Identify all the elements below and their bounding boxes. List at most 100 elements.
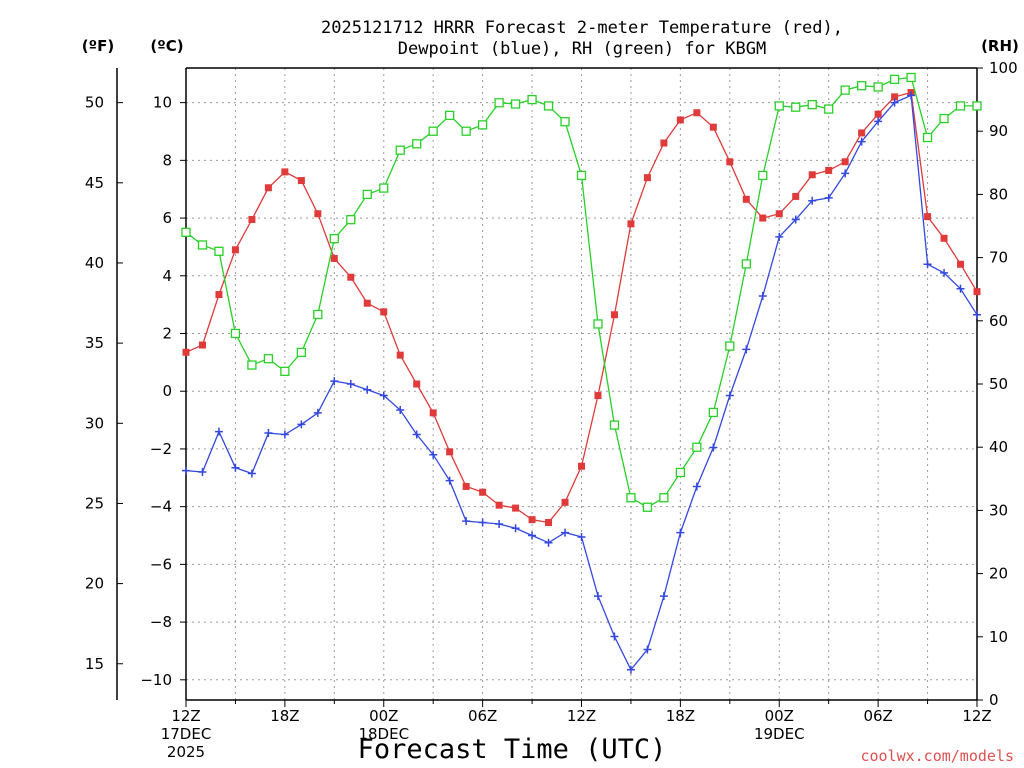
dewpoint-point: [478, 518, 487, 527]
temperature-point: [297, 177, 305, 185]
time-tick-label: 12Z: [962, 707, 991, 725]
fahrenheit-tick-label: 35: [85, 334, 104, 352]
dewpoint-point: [709, 443, 718, 452]
rh-point: [626, 493, 636, 503]
dewpoint-point: [330, 377, 339, 386]
dewpoint-point: [626, 665, 635, 674]
rh-point: [708, 407, 718, 418]
dewpoint-point: [808, 196, 817, 205]
fahrenheit-tick-label: 45: [85, 174, 104, 192]
temperature-point: [660, 139, 668, 147]
dewpoint-point: [610, 632, 619, 641]
temperature-point: [495, 501, 503, 509]
temperature-point: [248, 216, 256, 224]
temperature-point: [446, 448, 454, 456]
fahrenheit-tick-label: 40: [85, 254, 104, 272]
temperature-point: [561, 498, 569, 506]
dewpoint-point: [544, 538, 553, 547]
rh-point: [230, 328, 241, 339]
celsius-axis-ticks: −10 −8 −6 −4 −2 0 2 4 6 8 10: [140, 94, 186, 689]
rh-point: [955, 101, 966, 111]
rh-point: [428, 126, 438, 136]
rh-point: [791, 102, 801, 112]
rh-point: [939, 113, 949, 124]
temperature-point: [396, 351, 404, 359]
celsius-tick-label: −6: [150, 555, 172, 573]
dewpoint-point: [247, 469, 256, 478]
rh-point: [280, 366, 290, 377]
temperature-point: [792, 192, 800, 200]
temperature-point: [231, 246, 239, 254]
rh-tick-label: 40: [989, 438, 1008, 456]
dewpoint-point: [231, 463, 240, 472]
dewpoint-point: [495, 519, 504, 528]
rh-point: [824, 104, 834, 114]
temperature-point: [429, 409, 437, 417]
temperature-point: [643, 174, 651, 182]
temperature-point: [215, 291, 223, 299]
celsius-tick-label: 2: [162, 324, 172, 342]
temperature-point: [957, 260, 965, 268]
rh-point: [247, 360, 257, 370]
temperature-point: [709, 123, 717, 131]
rh-point: [741, 259, 751, 269]
rh-point: [346, 215, 356, 225]
time-tick-label: 18Z: [666, 707, 695, 725]
temperature-point: [742, 195, 750, 203]
rh-point: [675, 467, 686, 478]
dewpoint-point: [561, 528, 570, 537]
time-tick-label: 06Z: [468, 707, 497, 725]
dewpoint-point: [791, 215, 800, 224]
temperature-point: [775, 210, 783, 218]
dewpoint-point: [264, 429, 273, 438]
temperature-point: [693, 109, 701, 117]
dewpoint-point: [593, 592, 602, 601]
rh-tick-label: 60: [989, 312, 1008, 330]
rh-point: [972, 101, 982, 111]
grid-lines: [186, 68, 977, 700]
rh-point: [510, 99, 521, 109]
rh-point: [692, 442, 702, 452]
chart-title-line-2: Dewpoint (blue), RH (green) for KBGM: [398, 39, 766, 59]
temperature-point: [808, 171, 816, 179]
dewpoint-point: [874, 117, 883, 126]
rh-axis-ticks: 0 10 20 30 40 50 60 70 80 90 100: [977, 59, 1018, 709]
celsius-tick-label: −10: [140, 671, 172, 689]
time-tick-label: 19DEC: [754, 725, 805, 743]
series-rh: [181, 72, 982, 512]
temperature-point: [545, 519, 553, 527]
series-dewpoint: [182, 91, 981, 674]
rh-point: [362, 189, 372, 200]
temperature-point: [528, 516, 536, 524]
dewpoint-point: [445, 476, 454, 485]
temperature-point: [676, 116, 684, 124]
dewpoint-point: [214, 427, 223, 436]
rh-point: [922, 132, 933, 143]
rh-point: [758, 170, 768, 181]
series-temperature: [182, 89, 981, 527]
rh-point: [477, 120, 488, 130]
data-series: [181, 72, 982, 674]
rh-point: [576, 170, 587, 181]
celsius-tick-label: 6: [162, 209, 172, 227]
temperature-point: [479, 488, 487, 496]
rh-tick-label: 10: [989, 628, 1008, 646]
dewpoint-point: [923, 260, 932, 269]
rh-tick-label: 70: [989, 249, 1008, 267]
temperature-point: [841, 158, 849, 166]
temperature-point: [182, 348, 190, 356]
rh-point: [856, 81, 867, 91]
fahrenheit-tick-label: 20: [85, 575, 104, 593]
temperature-point: [891, 93, 899, 101]
dewpoint-point: [313, 408, 322, 417]
dewpoint-point: [940, 268, 949, 277]
dewpoint-point: [676, 528, 685, 537]
dewpoint-point: [379, 391, 388, 400]
dewpoint-point: [758, 291, 767, 300]
dewpoint-point: [396, 405, 405, 414]
temperature-point: [973, 288, 981, 296]
dewpoint-point: [643, 645, 652, 654]
rh-point: [445, 110, 455, 121]
